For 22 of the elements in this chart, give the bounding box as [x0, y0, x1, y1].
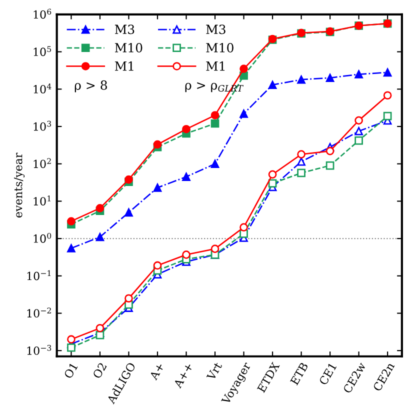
legend-label: M10: [114, 42, 142, 52]
y-tick-label: 10$^{−1}$: [27, 270, 51, 280]
x-tick-label: O2: [92, 362, 107, 380]
y-tick-label: 10$^{2}$: [34, 158, 51, 168]
legend-label: M3: [114, 24, 134, 34]
x-tick-label: A+: [149, 362, 164, 381]
y-tick-label: 10$^{6}$: [34, 8, 52, 19]
legend-label: M10: [206, 42, 234, 52]
y-tick-label: 10$^{−3}$: [27, 344, 52, 355]
y-tick-label: 10$^{3}$: [34, 120, 52, 131]
y-tick-label: 10$^{4}$: [34, 83, 52, 94]
annotation: ρ > 8: [74, 80, 107, 92]
y-tick-label: 10$^{1}$: [34, 196, 51, 206]
legend-label: M1: [114, 61, 134, 71]
y-tick-label: 10$^{5}$: [34, 46, 52, 56]
y-tick-label: 10$^{0}$: [34, 232, 52, 243]
y-tick-label: 10$^{−2}$: [27, 308, 51, 318]
legend-label: M3: [206, 24, 226, 34]
x-tick-label: Vrt: [206, 361, 222, 382]
y-axis-title: events/year: [14, 152, 25, 218]
x-tick-label: O1: [64, 362, 78, 380]
legend-label: M1: [206, 61, 225, 71]
